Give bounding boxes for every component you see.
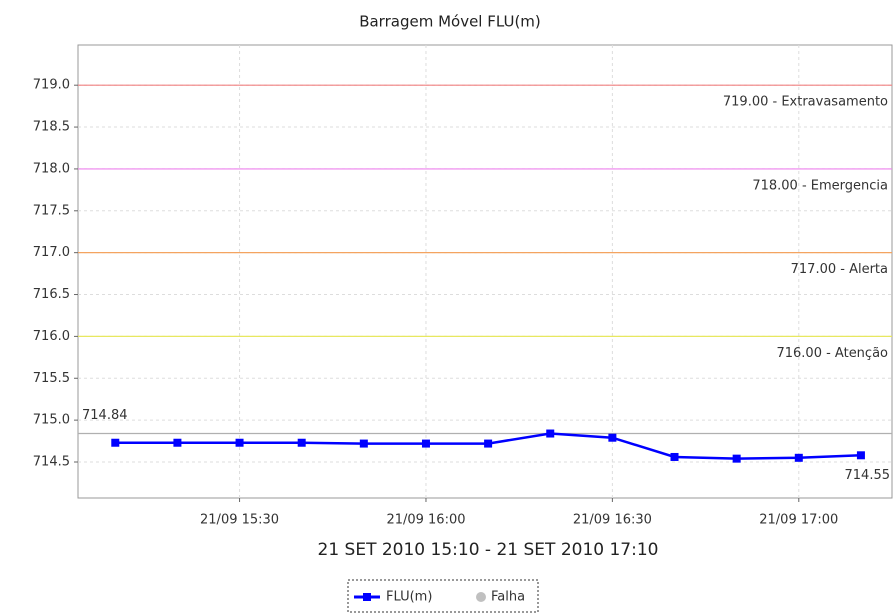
data-label: 714.84: [82, 408, 128, 423]
point: [732, 454, 741, 463]
point: [111, 438, 120, 447]
point: [670, 452, 679, 461]
x-tick-label: 21/09 16:00: [386, 513, 465, 528]
point: [484, 439, 493, 448]
x-tick-label: 21/09 15:30: [200, 513, 279, 528]
point: [235, 438, 244, 447]
legend-label: FLU(m): [386, 590, 432, 605]
reference-label: 718.00 - Emergencia: [752, 178, 888, 193]
point: [794, 453, 803, 462]
legend-swatch: [363, 593, 371, 601]
point: [421, 439, 430, 448]
plot-area: [77, 44, 893, 499]
y-tick-label: 717.0: [33, 245, 70, 260]
x-axis-label: 21 SET 2010 15:10 - 21 SET 2010 17:10: [318, 540, 659, 560]
y-tick-label: 718.0: [33, 161, 70, 176]
y-tick-label: 714.5: [33, 454, 70, 469]
x-tick-label: 21/09 17:00: [759, 513, 838, 528]
legend-label: Falha: [491, 590, 525, 605]
reference-label: 719.00 - Extravasamento: [723, 95, 888, 110]
point: [856, 451, 865, 460]
y-tick-label: 716.5: [33, 287, 70, 302]
data-label: 714.55: [845, 468, 891, 483]
legend-swatch: [476, 592, 486, 602]
x-tick-label: 21/09 16:30: [573, 513, 652, 528]
point: [173, 438, 182, 447]
reference-label: 716.00 - Atenção: [776, 346, 888, 361]
reference-label: 717.00 - Alerta: [791, 262, 888, 277]
point: [297, 438, 306, 447]
chart-title: Barragem Móvel FLU(m): [359, 13, 541, 31]
y-tick-label: 718.5: [33, 120, 70, 135]
y-tick-label: 715.5: [33, 371, 70, 386]
legend-box: [347, 579, 539, 613]
y-tick-label: 719.0: [33, 78, 70, 93]
y-tick-label: 717.5: [33, 203, 70, 218]
y-tick-label: 716.0: [33, 329, 70, 344]
y-tick-label: 715.0: [33, 413, 70, 428]
point: [359, 439, 368, 448]
point: [546, 429, 555, 438]
point: [608, 433, 617, 442]
